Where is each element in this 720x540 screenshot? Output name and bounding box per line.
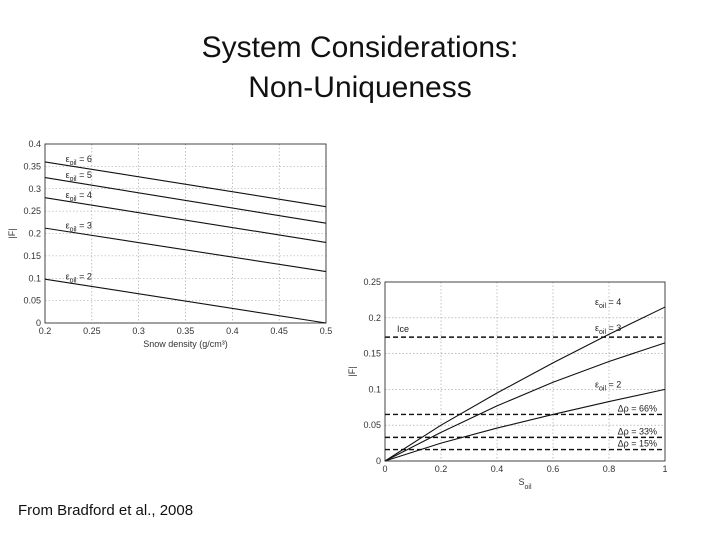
y-tick-label: 0.25 — [363, 277, 381, 287]
series-line — [44, 197, 327, 243]
y-tick-label: 0.2 — [28, 229, 41, 239]
x-tick-label: 0.4 — [491, 464, 504, 474]
series-line — [44, 227, 327, 273]
y-tick-label: 0.15 — [23, 251, 41, 261]
snow-density-chart: 0.2 0.25 0.3 0.35 0.4 0.45 0.5 0 0.05 0.1 0.15 0.2 0… — [7, 139, 333, 349]
series-line — [384, 306, 666, 462]
y-tick-label: 0 — [36, 318, 41, 328]
series-label: εoil = 3 — [66, 220, 92, 233]
x-tick-label: 0.2 — [39, 326, 52, 336]
x-axis-label: Snow density (g/cm³) — [143, 339, 228, 349]
x-tick-label: 0.25 — [83, 326, 101, 336]
y-axis-label: |F| — [7, 228, 17, 238]
reference-line-label: Δρ = 15% — [618, 439, 657, 449]
series-line — [44, 177, 327, 224]
title-line-1: System Considerations: — [201, 31, 519, 64]
series-label: εoil = 3 — [595, 323, 621, 336]
x-tick-label: 0.4 — [226, 326, 239, 336]
citation-footer: From Bradford et al., 2008 — [18, 502, 194, 519]
plot-frame — [44, 143, 327, 324]
series-line — [384, 342, 666, 462]
y-tick-label: 0.4 — [28, 139, 41, 149]
y-tick-label: 0.25 — [23, 206, 41, 216]
x-axis-label: Soil — [518, 477, 531, 491]
y-tick-label: 0.1 — [368, 384, 381, 394]
y-tick-label: 0.1 — [28, 273, 41, 283]
x-tick-label: 0.35 — [177, 326, 195, 336]
plot-frame — [384, 281, 666, 462]
y-tick-label: 0.3 — [28, 184, 41, 194]
x-tick-label: 0.3 — [132, 326, 145, 336]
reference-line-label: Ice — [397, 324, 409, 334]
slide-title: System Considerations: Non-Uniqueness — [0, 28, 720, 108]
x-tick-label: 0.2 — [435, 464, 448, 474]
oil-saturation-chart: 0 0.2 0.4 0.6 0.8 1 0 0.05 0.1 0.15 0.2 0.25 Ice Δρ =… — [347, 277, 668, 491]
series-line — [44, 161, 327, 208]
y-tick-label: 0.2 — [368, 313, 381, 323]
x-tick-label: 0.8 — [603, 464, 616, 474]
y-tick-label: 0.35 — [23, 161, 41, 171]
series-label: εoil = 2 — [66, 271, 92, 284]
y-axis-label: |F| — [347, 366, 357, 376]
title-line-2: Non-Uniqueness — [248, 71, 472, 104]
series-line — [384, 388, 666, 462]
series-label: εoil = 5 — [66, 170, 92, 183]
series-label: εoil = 4 — [595, 297, 621, 310]
x-tick-label: 0.5 — [320, 326, 333, 336]
series-label: εoil = 4 — [66, 190, 92, 203]
x-tick-label: 1 — [662, 464, 667, 474]
x-tick-label: 0 — [382, 464, 387, 474]
y-tick-label: 0.05 — [23, 296, 41, 306]
y-tick-label: 0.05 — [363, 420, 381, 430]
series-label: εoil = 6 — [66, 154, 92, 167]
series-line — [44, 278, 327, 324]
reference-line-label: Δρ = 33% — [618, 426, 657, 436]
x-tick-label: 0.45 — [270, 326, 288, 336]
x-tick-label: 0.6 — [547, 464, 560, 474]
y-tick-label: 0 — [376, 456, 381, 466]
reference-line-label: Δρ = 66% — [618, 403, 657, 413]
y-tick-label: 0.15 — [363, 349, 381, 359]
series-label: εoil = 2 — [595, 379, 621, 392]
